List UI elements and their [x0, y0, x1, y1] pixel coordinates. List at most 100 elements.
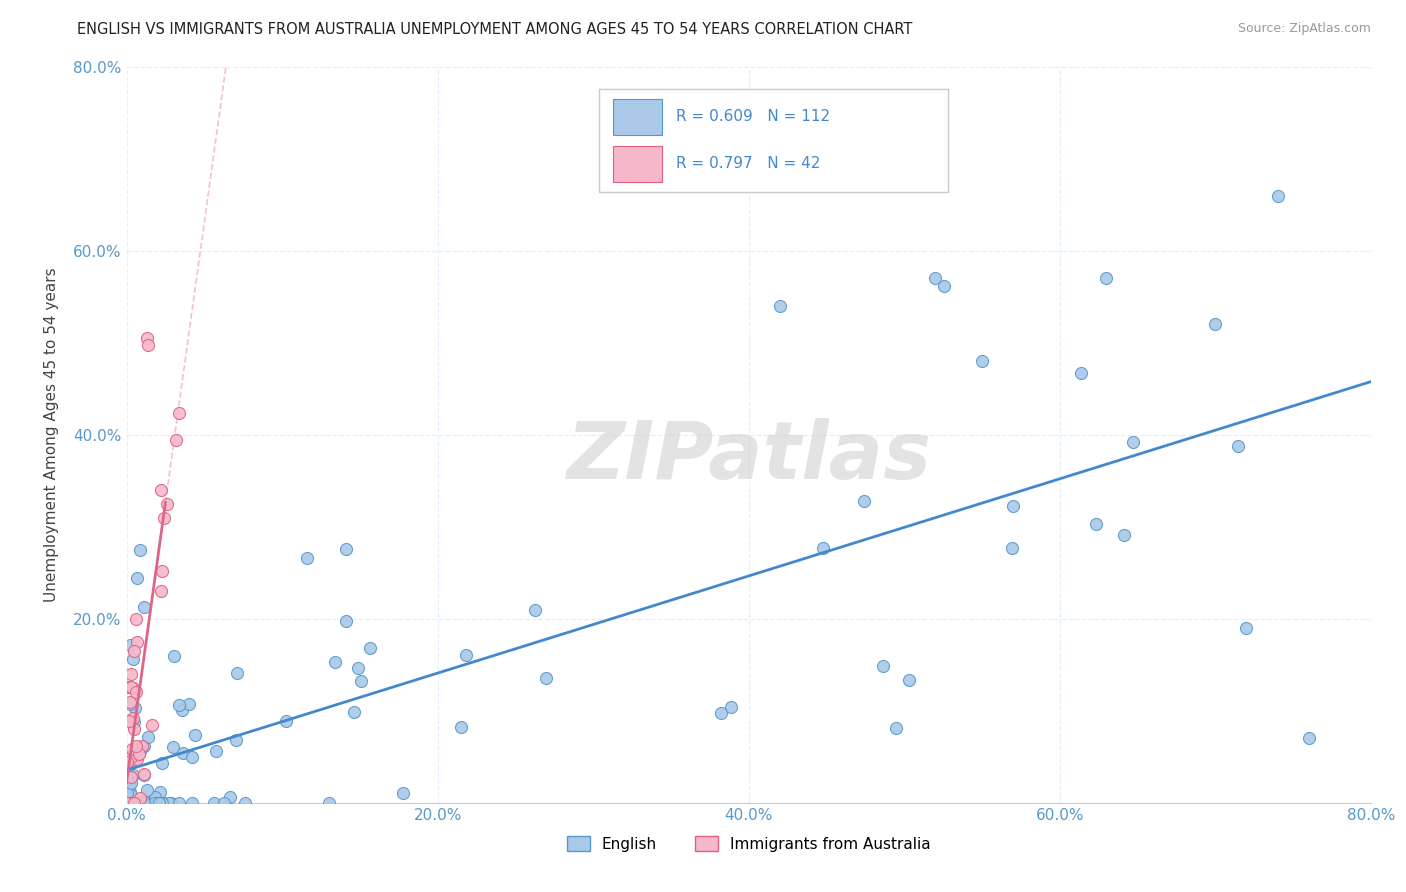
Point [125, 739, 148, 753]
Point [131, 796, 153, 810]
Point [117, 796, 139, 810]
Point [129, 542, 152, 557]
Point [163, 649, 186, 664]
Point [122, 796, 145, 810]
Point [1112, 527, 1135, 541]
Point [141, 718, 163, 732]
Point [129, 744, 152, 758]
Point [181, 750, 204, 764]
Point [122, 796, 145, 810]
Point [1267, 188, 1289, 202]
Point [1204, 318, 1226, 332]
Point [132, 794, 155, 808]
Point [335, 542, 357, 557]
Point [335, 614, 357, 628]
Point [128, 747, 150, 762]
Point [343, 705, 366, 719]
Point [150, 583, 173, 598]
Point [136, 730, 159, 744]
Point [214, 796, 236, 810]
Point [132, 767, 155, 781]
Point [128, 746, 150, 760]
Point [128, 796, 150, 810]
Point [180, 796, 202, 810]
Point [143, 796, 166, 810]
Point [205, 744, 228, 758]
Point [115, 796, 138, 810]
Point [132, 739, 155, 753]
Point [295, 550, 318, 565]
Point [118, 796, 141, 810]
Point [1298, 731, 1320, 746]
Point [170, 703, 193, 717]
Point [924, 271, 946, 285]
Point [129, 796, 152, 810]
Point [127, 571, 149, 585]
Point [124, 700, 146, 714]
Point [202, 796, 225, 810]
Point [117, 680, 139, 694]
Point [359, 640, 381, 655]
Point [132, 768, 155, 782]
Point [115, 765, 138, 780]
Point [149, 483, 172, 497]
Point [183, 728, 205, 742]
Point [852, 494, 875, 508]
Point [125, 796, 148, 810]
Point [122, 753, 145, 767]
Point [150, 796, 173, 810]
Point [117, 796, 139, 810]
Point [146, 796, 169, 810]
Point [148, 796, 170, 810]
Point [274, 714, 297, 728]
Point [118, 785, 141, 799]
Point [1084, 516, 1107, 531]
Point [135, 331, 157, 345]
Point [122, 714, 145, 729]
Point [153, 510, 176, 524]
Point [122, 711, 145, 725]
Point [162, 740, 184, 755]
Point [131, 739, 153, 753]
Point [125, 685, 148, 699]
Point [120, 667, 142, 681]
Point [115, 796, 138, 810]
Point [120, 796, 142, 810]
Point [156, 497, 179, 511]
Point [1122, 434, 1144, 449]
Point [167, 698, 190, 712]
Point [118, 714, 141, 729]
Point [1234, 621, 1257, 635]
Point [118, 697, 141, 711]
Point [127, 796, 149, 810]
Point [115, 785, 138, 799]
Point [136, 337, 159, 351]
Point [318, 796, 340, 810]
Point [124, 796, 146, 810]
Point [225, 733, 247, 747]
Point [117, 764, 139, 779]
Point [127, 796, 149, 810]
Text: Source: ZipAtlas.com: Source: ZipAtlas.com [1237, 22, 1371, 36]
Point [523, 603, 546, 617]
Point [135, 783, 157, 797]
Legend: English, Immigrants from Australia: English, Immigrants from Australia [561, 830, 936, 858]
Point [454, 648, 477, 662]
Point [710, 706, 733, 720]
Point [120, 638, 142, 652]
Point [122, 644, 145, 658]
Point [898, 673, 921, 687]
Point [121, 741, 143, 756]
Point [124, 723, 146, 737]
Point [218, 790, 240, 805]
Point [120, 749, 142, 764]
Point [150, 756, 173, 770]
Point [149, 785, 172, 799]
Point [160, 796, 183, 810]
Point [120, 776, 142, 790]
Point [125, 751, 148, 765]
Point [323, 655, 346, 669]
Point [813, 541, 835, 555]
Text: ENGLISH VS IMMIGRANTS FROM AUSTRALIA UNEMPLOYMENT AMONG AGES 45 TO 54 YEARS CORR: ENGLISH VS IMMIGRANTS FROM AUSTRALIA UNE… [77, 22, 912, 37]
Point [132, 796, 155, 810]
